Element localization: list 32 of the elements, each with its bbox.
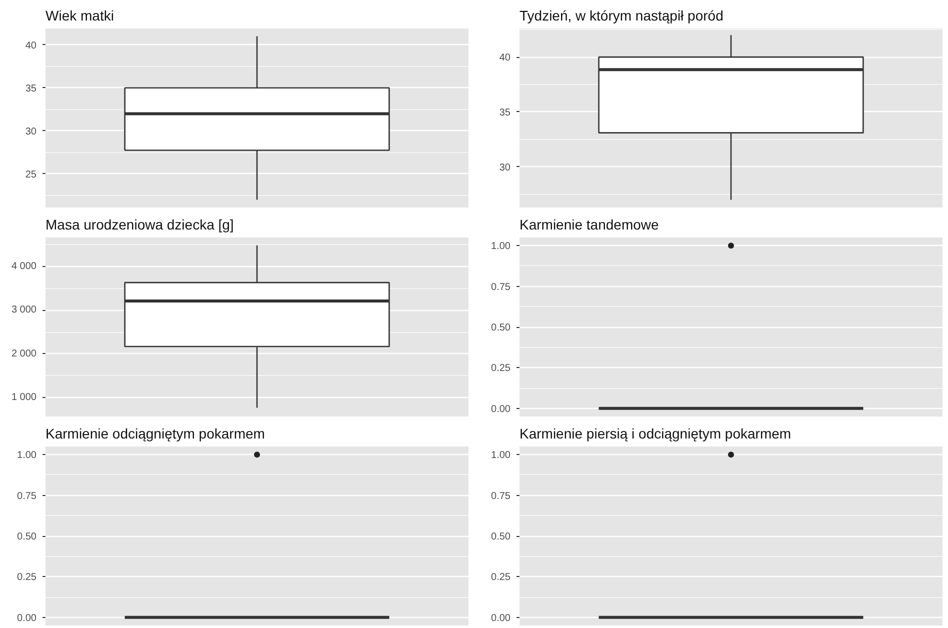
y-tick-label: 0.75 <box>491 490 511 502</box>
y-tick-label: 0.75 <box>491 282 511 293</box>
chart-title: Tydzień, w którym nastąpił poród <box>520 8 724 24</box>
y-tick-label: 30 <box>499 162 511 174</box>
y-tick-label: 35 <box>499 107 511 118</box>
y-tick-label: 30 <box>25 126 37 138</box>
chart-title: Karmienie tandemowe <box>520 216 660 232</box>
y-tick-label: 3 000 <box>11 304 37 316</box>
y-tick-label: 40 <box>25 40 37 52</box>
y-tick-label: 1.00 <box>17 450 37 462</box>
y-tick-label: 0.25 <box>491 572 511 584</box>
y-tick-label: 1 000 <box>11 392 37 404</box>
y-tick-label: 1.00 <box>491 450 511 462</box>
y-tick-label: 0.75 <box>17 490 37 502</box>
y-tick-label: 0.00 <box>17 612 37 624</box>
y-tick-label: 2 000 <box>11 348 37 360</box>
chart-title: Karmienie piersią i odciągniętym pokarmem <box>520 426 792 442</box>
y-tick-label: 0.00 <box>491 612 511 624</box>
chart-title: Masa urodzeniowa dziecka [g] <box>46 216 234 232</box>
y-tick-label: 40 <box>499 52 511 64</box>
y-tick-label: 1.00 <box>491 241 511 252</box>
y-tick-label: 35 <box>25 83 37 94</box>
y-tick-label: 4 000 <box>11 260 37 272</box>
chart-title: Karmienie odciągniętym pokarmem <box>46 426 265 442</box>
y-tick-label: 0.50 <box>491 322 511 334</box>
y-tick-label: 0.25 <box>17 572 37 584</box>
y-tick-label: 0.50 <box>17 532 37 542</box>
y-tick-label: 0.25 <box>491 363 511 374</box>
y-tick-label: 0.00 <box>491 404 511 415</box>
chart-title: Wiek matki <box>46 8 114 24</box>
y-tick-label: 25 <box>25 169 37 180</box>
y-tick-label: 0.50 <box>491 532 511 542</box>
